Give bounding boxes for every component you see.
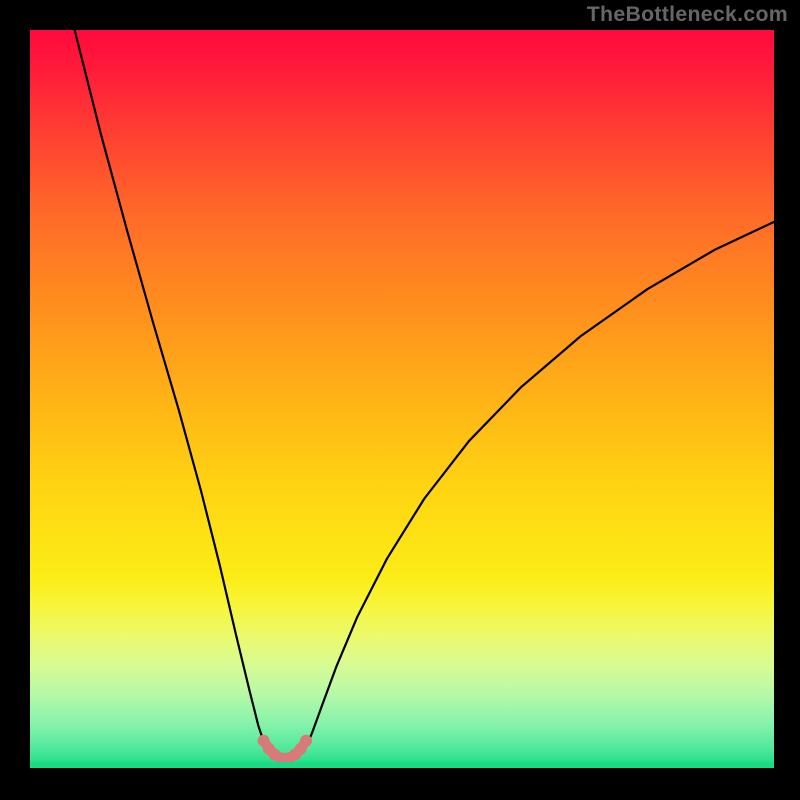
gradient-background-rect [30, 30, 774, 768]
watermark-label: TheBottleneck.com [587, 2, 788, 27]
chart-background-svg [30, 30, 774, 768]
chart-plot-area [30, 30, 774, 768]
